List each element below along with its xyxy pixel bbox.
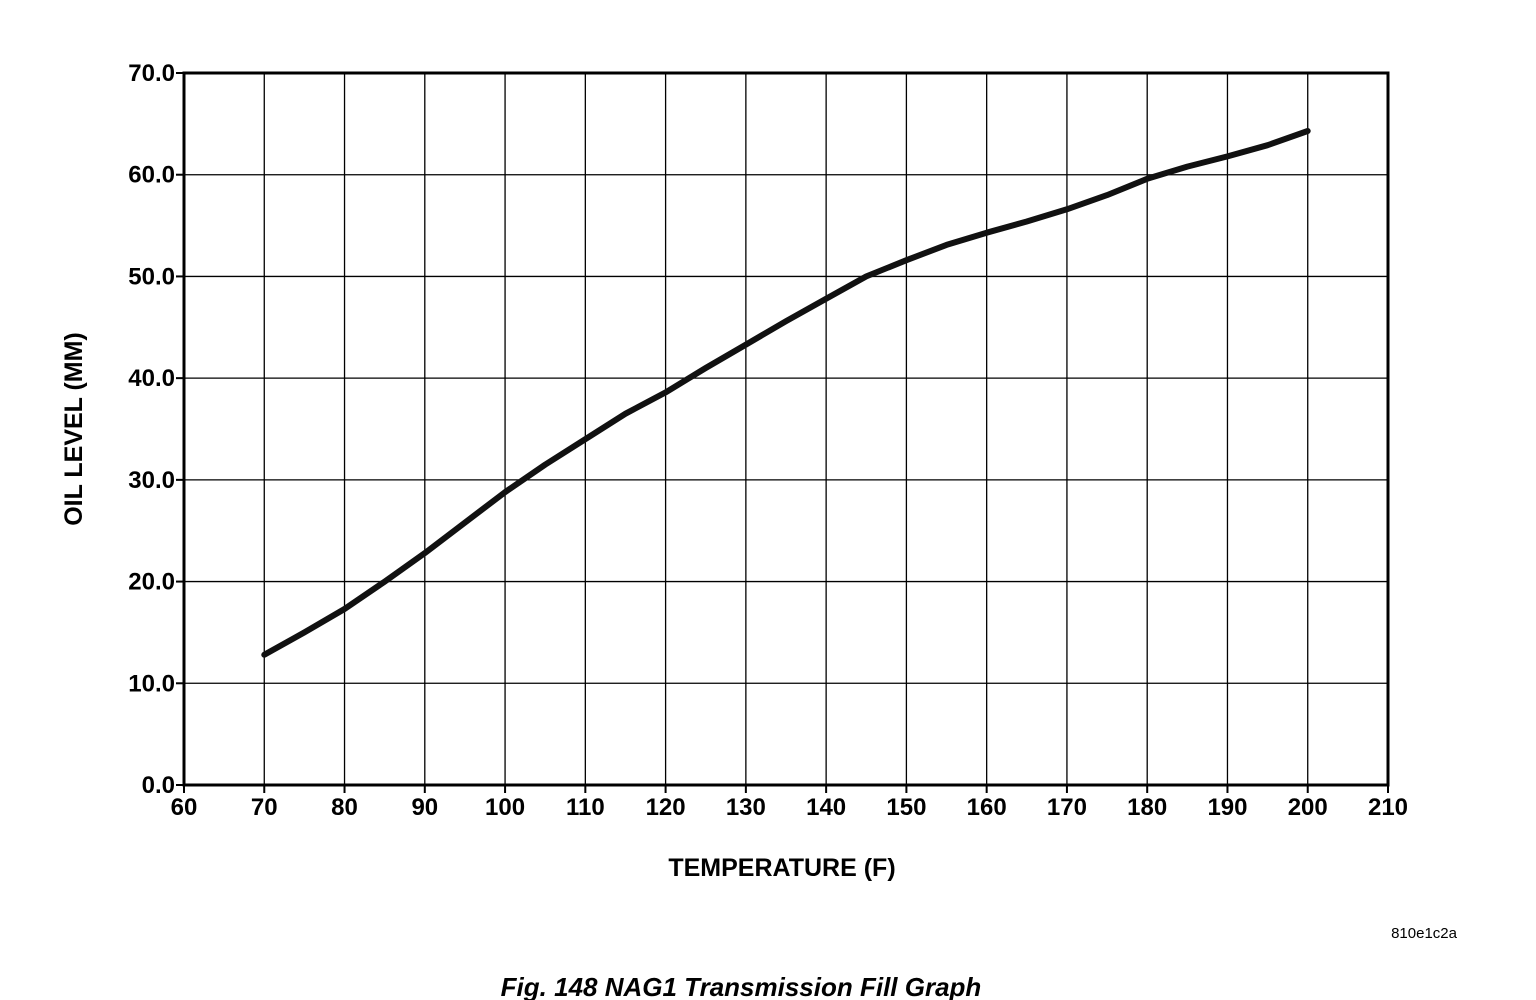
x-tick-label: 100 bbox=[485, 794, 525, 821]
y-tick-label: 60.0 bbox=[128, 162, 175, 189]
grid-lines bbox=[184, 73, 1388, 785]
x-tick-label: 120 bbox=[646, 794, 686, 821]
y-tick-label: 30.0 bbox=[128, 467, 175, 494]
figure-caption: Fig. 148 NAG1 Transmission Fill Graph bbox=[501, 972, 982, 1000]
y-tick-label: 10.0 bbox=[128, 670, 175, 697]
y-tick-label: 70.0 bbox=[128, 60, 175, 87]
x-tick-label: 140 bbox=[806, 794, 846, 821]
y-tick-label: 0.0 bbox=[142, 772, 175, 799]
y-axis-label: OIL LEVEL (MM) bbox=[60, 332, 88, 526]
x-tick-label: 210 bbox=[1368, 794, 1408, 821]
x-tick-label: 80 bbox=[331, 794, 358, 821]
y-axis-ticks: 0.0 10.0 20.0 30.0 40.0 50.0 60.0 70.0 bbox=[128, 60, 184, 799]
x-tick-label: 150 bbox=[886, 794, 926, 821]
x-tick-label: 70 bbox=[251, 794, 278, 821]
x-axis-label: TEMPERATURE (F) bbox=[668, 854, 895, 882]
x-tick-label: 200 bbox=[1288, 794, 1328, 821]
y-tick-label: 40.0 bbox=[128, 365, 175, 392]
x-axis-ticks: 60 70 80 90 100 110 120 130 140 150 160 170 180 190 20… bbox=[171, 785, 1408, 821]
plot-frame bbox=[182, 71, 1390, 787]
oil-level-line bbox=[261, 128, 1311, 658]
x-tick-label: 60 bbox=[171, 794, 198, 821]
x-tick-label: 170 bbox=[1047, 794, 1087, 821]
x-tick-label: 90 bbox=[411, 794, 438, 821]
x-tick-label: 180 bbox=[1127, 794, 1167, 821]
x-tick-label: 130 bbox=[726, 794, 766, 821]
x-tick-label: 190 bbox=[1207, 794, 1247, 821]
y-tick-label: 50.0 bbox=[128, 263, 175, 290]
x-tick-label: 110 bbox=[566, 794, 605, 821]
y-tick-label: 20.0 bbox=[128, 569, 175, 596]
x-tick-label: 160 bbox=[967, 794, 1007, 821]
figure-code: 810e1c2a bbox=[1391, 925, 1458, 942]
